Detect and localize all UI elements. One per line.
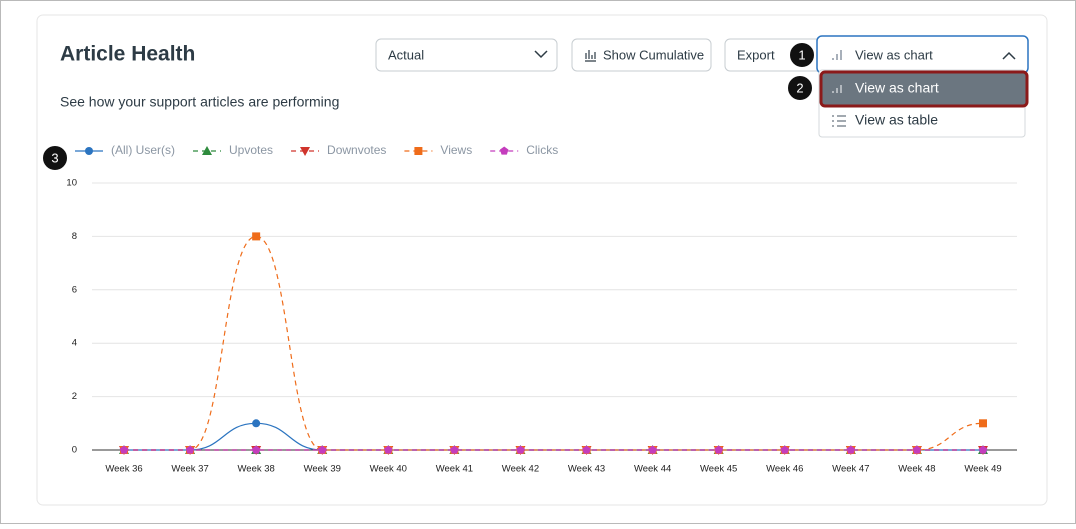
marker <box>119 445 129 454</box>
marker <box>582 445 591 454</box>
x-tick-label: Week 48 <box>898 464 935 475</box>
view-label: View as chart <box>855 47 933 62</box>
x-tick-label: Week 39 <box>304 464 341 475</box>
series-line <box>123 235 984 451</box>
export-label: Export <box>737 47 775 62</box>
marker <box>648 445 657 454</box>
callout <box>788 41 816 69</box>
x-tick-label: Week 42 <box>502 464 539 475</box>
callout <box>41 144 69 172</box>
x-tick-label: Week 44 <box>634 464 671 475</box>
card <box>36 14 1048 506</box>
x-tick-label: Week 38 <box>237 464 274 475</box>
callout <box>786 74 814 102</box>
marker <box>450 445 459 454</box>
callout-number: 1 <box>798 47 805 62</box>
subtitle: See how your support articles are perfor… <box>60 94 339 110</box>
y-tick-label: 4 <box>72 338 77 349</box>
marker <box>252 419 261 428</box>
marker <box>251 445 261 454</box>
icon <box>585 50 596 62</box>
y-tick-label: 6 <box>72 284 77 295</box>
chevron <box>534 50 548 59</box>
marker <box>252 232 261 241</box>
y-tick-label: 8 <box>72 231 77 242</box>
cumulative-label: Show Cumulative <box>603 47 704 62</box>
marker <box>780 445 790 454</box>
x-tick-label: Week 40 <box>370 464 407 475</box>
y-tick-label: 10 <box>66 178 77 189</box>
marker <box>912 445 922 454</box>
marker <box>414 147 423 155</box>
legend-label: Downvotes <box>327 143 386 157</box>
x-tick-label: Week 47 <box>832 464 869 475</box>
callout-number: 2 <box>796 80 803 95</box>
menu-item-active[interactable] <box>819 70 1029 108</box>
marker <box>714 445 723 454</box>
x-tick-label: Week 41 <box>436 464 473 475</box>
x-tick-label: Week 46 <box>766 464 803 475</box>
marker <box>317 445 327 454</box>
marker <box>85 147 93 155</box>
marker <box>185 445 195 454</box>
chart: 0 2 4 6 8 10 Week 36 Week 37 Week 38 Week 39 Week … <box>66 143 1017 475</box>
marker <box>516 445 525 454</box>
x-tick-label: Week 45 <box>700 464 737 475</box>
marker <box>979 419 987 428</box>
marker <box>499 146 509 155</box>
icon <box>832 115 846 127</box>
title: Article Health <box>60 43 195 66</box>
marker <box>384 445 393 454</box>
x-tick-label: Week 37 <box>171 464 208 475</box>
select-label: Actual <box>388 47 424 62</box>
marker <box>846 445 856 454</box>
menu-item[interactable]: View as table <box>855 112 938 128</box>
callout-number: 3 <box>51 150 58 165</box>
legend-label: Upvotes <box>229 143 273 157</box>
icon <box>832 50 842 60</box>
legend-label: Clicks <box>526 143 558 157</box>
x-tick-label: Week 43 <box>568 464 605 475</box>
x-tick-label: Week 36 <box>105 464 142 475</box>
y-tick-label: 2 <box>72 391 77 402</box>
legend-label: Views <box>440 143 472 157</box>
cumulative-button[interactable] <box>571 38 712 72</box>
select[interactable] <box>375 38 558 72</box>
icon <box>832 85 842 93</box>
marker <box>202 146 212 155</box>
marker <box>978 445 988 454</box>
chevron <box>1002 51 1016 60</box>
y-tick-label: 0 <box>72 445 77 456</box>
menu-item: View as chart <box>855 80 939 96</box>
marker <box>300 147 311 156</box>
legend-label: (All) User(s) <box>111 143 175 157</box>
x-tick-label: Week 49 <box>964 464 1001 475</box>
